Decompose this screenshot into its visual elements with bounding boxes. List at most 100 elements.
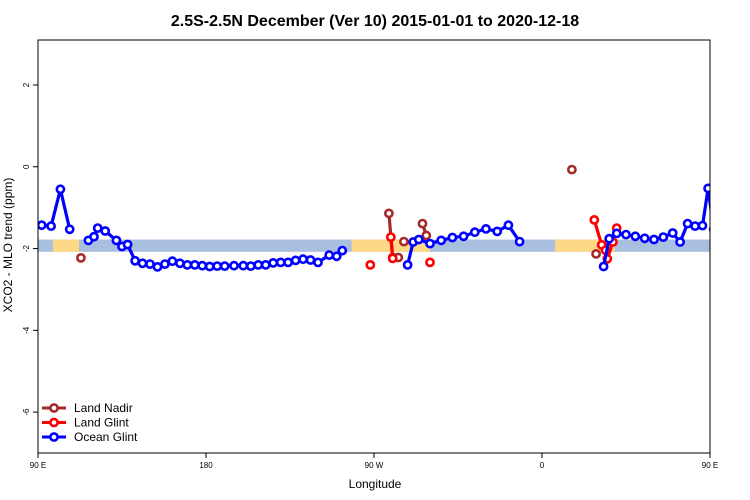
legend-label: Land Glint — [74, 416, 129, 430]
x-tick-label: 180 — [199, 461, 213, 470]
data-point — [567, 164, 577, 175]
y-tick-label: 2 — [22, 82, 31, 87]
data-point — [219, 261, 230, 271]
legend-marker — [49, 432, 59, 442]
data-point — [337, 245, 348, 256]
data-point — [55, 184, 66, 195]
data-point — [436, 235, 447, 246]
data-point — [174, 258, 185, 269]
data-point — [598, 261, 609, 272]
data-point — [398, 236, 409, 247]
data-point — [137, 258, 148, 269]
data-point — [630, 231, 641, 242]
data-point — [492, 226, 503, 237]
data-point — [425, 238, 435, 249]
data-point — [703, 183, 710, 194]
x-tick-label: 90 W — [365, 461, 384, 470]
data-point — [649, 234, 659, 245]
data-point — [260, 259, 271, 270]
data-point — [212, 261, 223, 271]
data-point — [268, 257, 279, 268]
data-point — [100, 226, 111, 236]
series-line — [721, 229, 750, 266]
data-point — [204, 261, 215, 272]
data-point — [46, 221, 56, 231]
y-tick-label: -4 — [22, 326, 31, 334]
land-band-segment — [52, 239, 80, 252]
data-point — [697, 220, 708, 231]
data-point — [682, 218, 693, 229]
data-point — [425, 257, 435, 268]
data-point — [122, 239, 133, 250]
data-point — [385, 232, 396, 242]
data-point — [245, 261, 256, 271]
data-point — [76, 252, 86, 263]
data-point — [159, 259, 170, 269]
data-point — [189, 259, 200, 270]
plot-area — [38, 164, 750, 272]
y-tick-label: -6 — [22, 408, 31, 416]
chart-title: 2.5S-2.5N December (Ver 10) 2015-01-01 t… — [171, 13, 579, 30]
y-tick-label: -2 — [22, 244, 31, 252]
data-point — [503, 220, 514, 231]
x-tick-label: 0 — [540, 461, 545, 470]
data-point — [469, 227, 480, 238]
data-point — [238, 260, 249, 271]
data-point — [718, 235, 725, 242]
data-point — [383, 208, 394, 219]
data-point — [402, 259, 413, 270]
data-point — [458, 231, 469, 242]
data-point — [365, 259, 376, 270]
data-point — [313, 257, 323, 268]
data-point — [167, 256, 178, 267]
data-point — [589, 214, 600, 225]
data-point — [621, 229, 631, 240]
data-point — [417, 218, 428, 229]
data-point — [733, 225, 740, 232]
data-point — [111, 235, 122, 246]
legend-label: Land Nadir — [74, 401, 133, 415]
data-point — [197, 260, 208, 271]
data-point — [708, 226, 710, 233]
data-point — [89, 231, 99, 242]
x-tick-label: 90 E — [30, 461, 46, 470]
data-point — [290, 255, 301, 266]
data-point — [658, 232, 669, 242]
land-band-segment — [725, 240, 750, 252]
data-point — [725, 232, 732, 239]
data-point — [92, 223, 103, 233]
data-point — [514, 236, 525, 247]
data-point — [38, 220, 47, 231]
data-point — [740, 227, 747, 234]
data-point — [690, 221, 700, 231]
data-point — [229, 260, 239, 271]
x-axis-label: Longitude — [349, 477, 402, 491]
data-point — [324, 250, 335, 260]
data-point — [667, 228, 678, 238]
data-point — [283, 257, 293, 268]
data-point — [64, 224, 75, 235]
legend-marker — [49, 417, 59, 428]
data-point — [639, 233, 650, 244]
series-land-glint — [365, 214, 622, 270]
data-point — [413, 234, 424, 245]
series-ocean-glint — [38, 183, 750, 272]
data-point — [591, 248, 601, 259]
data-point — [421, 230, 432, 241]
data-point — [305, 255, 316, 265]
x-tick-label: 90 E — [702, 461, 718, 470]
data-point — [331, 251, 342, 262]
data-point — [481, 223, 491, 234]
data-point — [604, 233, 615, 244]
y-tick-label: 0 — [22, 164, 31, 169]
data-point — [182, 259, 193, 270]
legend-marker — [49, 403, 59, 413]
data-point — [145, 259, 155, 269]
y-axis-label: XCO2 - MLO trend (ppm) — [1, 178, 15, 313]
data-point — [675, 237, 685, 247]
data-point — [298, 254, 308, 265]
data-point — [387, 253, 398, 264]
